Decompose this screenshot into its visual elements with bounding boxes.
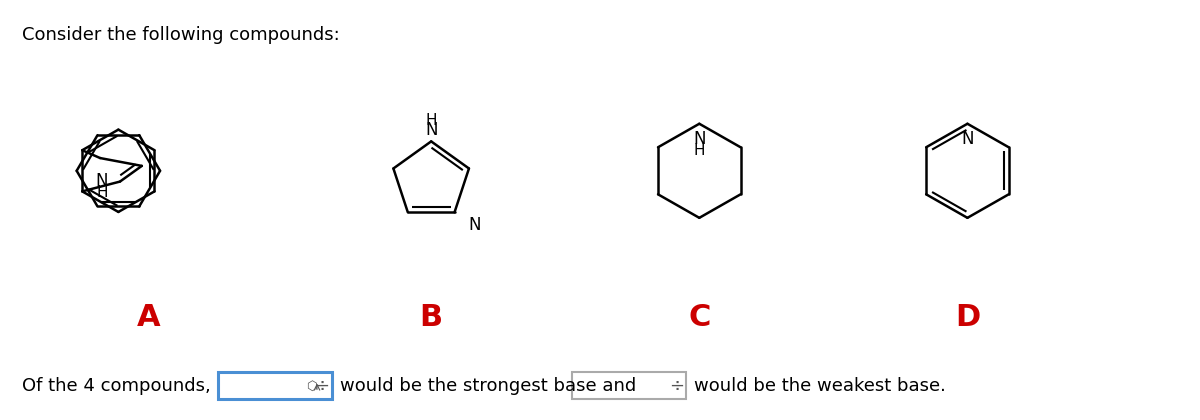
Text: C: C (688, 303, 710, 332)
Text: would be the weakest base.: would be the weakest base. (695, 378, 947, 395)
Text: Consider the following compounds:: Consider the following compounds: (22, 26, 340, 44)
Text: Of the 4 compounds,: Of the 4 compounds, (22, 378, 211, 395)
Text: ÷: ÷ (314, 378, 330, 395)
Text: B: B (420, 303, 443, 332)
Text: H: H (694, 143, 706, 158)
Text: N: N (96, 172, 108, 190)
Text: A: A (137, 303, 160, 332)
Text: H: H (96, 186, 108, 200)
Text: H: H (426, 113, 437, 128)
Bar (217, 372, 332, 399)
Text: ⬡: ⬡ (306, 380, 317, 393)
Text: N: N (425, 121, 438, 139)
Text: ÷: ÷ (668, 378, 684, 395)
Text: would be the strongest base and: would be the strongest base and (340, 378, 636, 395)
Text: D: D (955, 303, 980, 332)
Text: N: N (961, 130, 973, 147)
Bar (572, 372, 686, 399)
Text: N: N (694, 130, 706, 147)
Text: N: N (468, 216, 481, 234)
